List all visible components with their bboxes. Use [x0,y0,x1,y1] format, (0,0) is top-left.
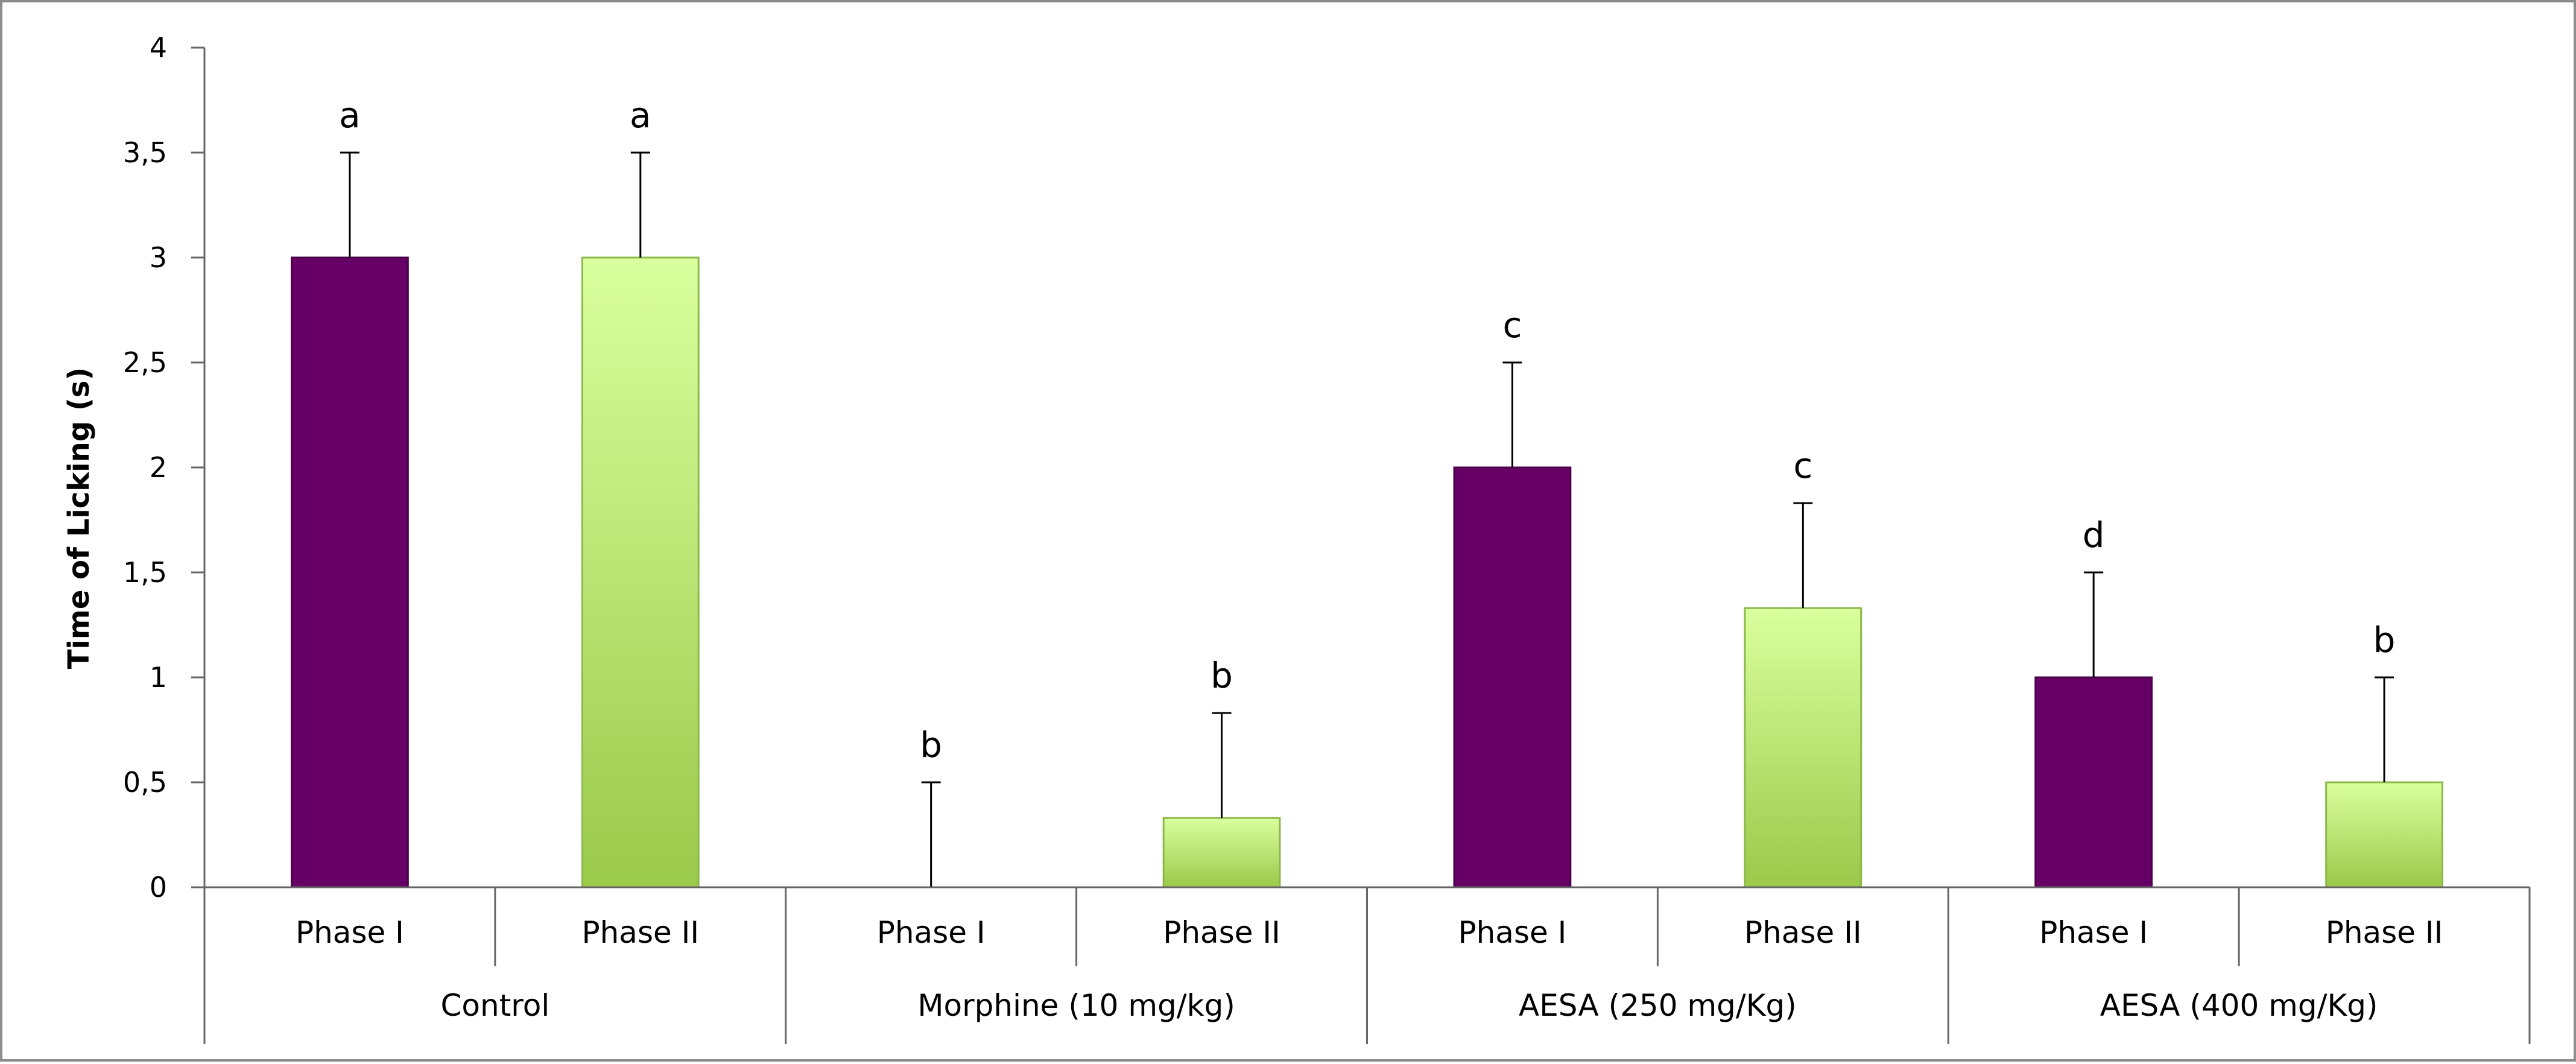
significance-letter: c [1502,305,1522,346]
bar-2-phase-II [1162,817,1281,888]
bar-1-phase-I [291,256,409,888]
category-label: Phase II [2326,915,2443,950]
significance-letter: c [1793,445,1812,486]
bar-4-phase-II [2325,781,2443,888]
significance-letter: b [920,724,942,765]
bar-3-phase-II [1744,607,1862,888]
significance-letter: a [339,95,361,136]
y-tick-label: 0 [150,871,167,904]
y-tick-label: 2 [150,451,167,484]
category-label: Phase I [2039,915,2148,950]
significance-letters: a a b b c c d b [339,95,2395,765]
significance-letter: d [2083,515,2105,556]
category-label: Phase II [581,915,699,950]
bar-4-phase-I [2034,676,2153,888]
category-label: Phase II [1163,915,1280,950]
y-tick-label: 2,5 [123,346,167,379]
significance-letter: b [2373,619,2396,660]
error-bars [340,151,2394,887]
group-label: Morphine (10 mg/kg) [917,988,1235,1023]
category-label: Phase I [877,915,986,950]
significance-letter: b [1210,655,1233,696]
bar-1-phase-II [581,256,700,888]
category-label: Phase II [1744,915,1862,950]
group-label: Control [441,988,550,1023]
y-tick-label: 1 [150,661,167,694]
significance-letter: a [630,95,651,136]
group-label: AESA (400 mg/Kg) [2100,988,2378,1023]
group-label: AESA (250 mg/Kg) [1519,988,1797,1023]
y-tick-label: 3 [150,241,167,274]
category-label: Phase I [1458,915,1566,950]
y-axis: 0 0,5 1 1,5 2 2,5 3 3,5 4 [123,31,206,904]
bar-3-phase-I [1453,466,1572,888]
y-tick-label: 0,5 [123,766,167,799]
category-label: Phase I [296,915,404,950]
x-axis: Phase I Phase II Control Phase I Phase II Mor… [203,886,2531,1044]
y-axis-label: Time of Licking (s) [62,367,96,670]
bars [291,256,2443,888]
y-tick-label: 1,5 [123,556,167,589]
y-tick-label: 3,5 [123,136,167,169]
y-tick-label: 4 [150,31,167,64]
